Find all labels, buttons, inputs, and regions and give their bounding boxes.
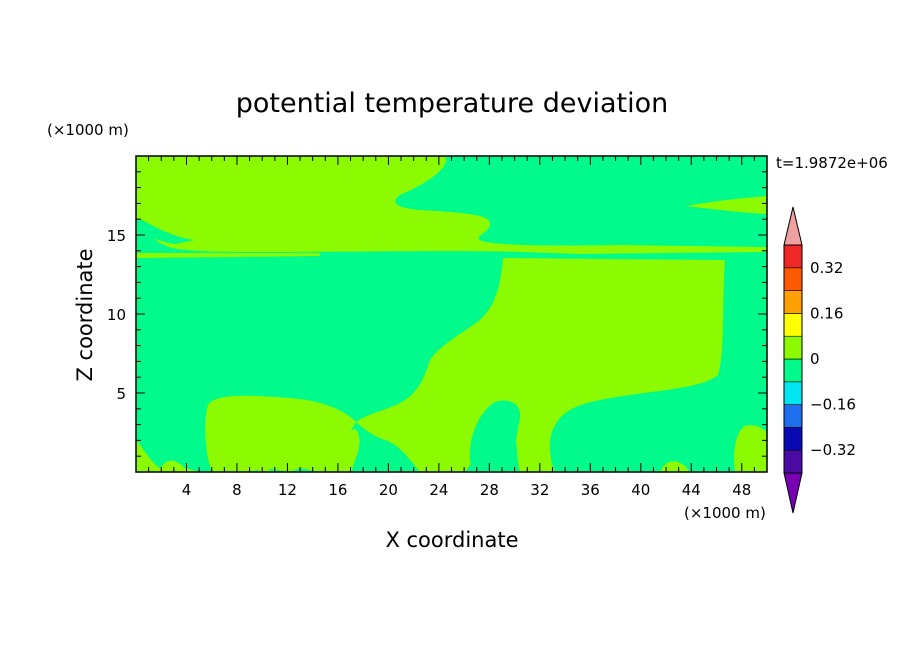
contour-patch-upper-right (686, 196, 767, 214)
colorbar-label: 0 (810, 350, 820, 368)
contour-patch-bottom-spot2 (258, 462, 270, 472)
contour-strip-upper (136, 253, 320, 258)
y-axis-ticks: 5 10 15 (107, 171, 767, 457)
colorbar-swatch (783, 358, 803, 383)
colorbar-under-triangle (783, 472, 803, 514)
chart-title: potential temperature deviation (236, 88, 668, 119)
y-axis-label: Z coordinate (73, 248, 97, 381)
x-tick-label: 36 (581, 481, 600, 499)
x-tick-label: 44 (682, 481, 701, 499)
colorbar-swatch (783, 449, 803, 474)
x-tick-label: 48 (732, 481, 751, 499)
x-tick-label: 24 (429, 481, 448, 499)
contour-patch-middle (356, 258, 725, 472)
colorbar-over-triangle (783, 206, 803, 246)
x-axis-ticks: 4 8 12 16 20 24 28 32 36 40 44 48 (148, 156, 755, 499)
colorbar-label: −0.16 (810, 396, 856, 414)
colorbar-swatch (783, 404, 803, 428)
contour-patch-upper-left (136, 218, 195, 244)
colorbar-swatch (783, 427, 803, 451)
x-tick-label: 16 (328, 481, 347, 499)
colorbar-label: −0.32 (810, 441, 856, 459)
colorbar-label: 0.16 (810, 304, 843, 322)
y-axis-unit: (×1000 m) (47, 121, 129, 139)
x-tick-label: 8 (232, 481, 242, 499)
x-tick-label: 12 (278, 481, 297, 499)
x-tick-label: 28 (480, 481, 499, 499)
time-label: t=1.9872e+06 (776, 154, 888, 172)
colorbar-swatch (783, 267, 803, 291)
colorbar-swatch (783, 244, 803, 269)
x-tick-label: 40 (631, 481, 650, 499)
colorbar-label: 0.32 (810, 259, 843, 277)
colorbar: −0.32 −0.16 0 0.16 0.32 (783, 206, 856, 514)
contour-patch-bottom-left (136, 440, 200, 472)
colorbar-swatch (783, 313, 803, 337)
colorbar-swatch (783, 290, 803, 314)
x-axis-label: X coordinate (385, 528, 518, 552)
contour-patch-bottom-right (733, 425, 767, 472)
x-tick-label: 4 (182, 481, 192, 499)
contour-patch-upper (136, 156, 767, 254)
contour-patch-bottom-spot (660, 461, 690, 472)
y-tick-label: 15 (107, 227, 126, 245)
x-tick-label: 20 (379, 481, 398, 499)
contour-patch-lower-left (205, 395, 356, 472)
x-tick-label: 32 (530, 481, 549, 499)
x-axis-unit: (×1000 m) (684, 504, 766, 522)
contour-patch-lower-mid (338, 429, 360, 472)
contour-patch-middle-hole (469, 400, 521, 472)
colorbar-frame (783, 244, 803, 474)
colorbar-swatch (783, 335, 803, 360)
y-tick-label: 10 (107, 306, 126, 324)
contour-fill (136, 156, 767, 472)
y-tick-label: 5 (116, 385, 126, 403)
colorbar-swatch (783, 381, 803, 405)
